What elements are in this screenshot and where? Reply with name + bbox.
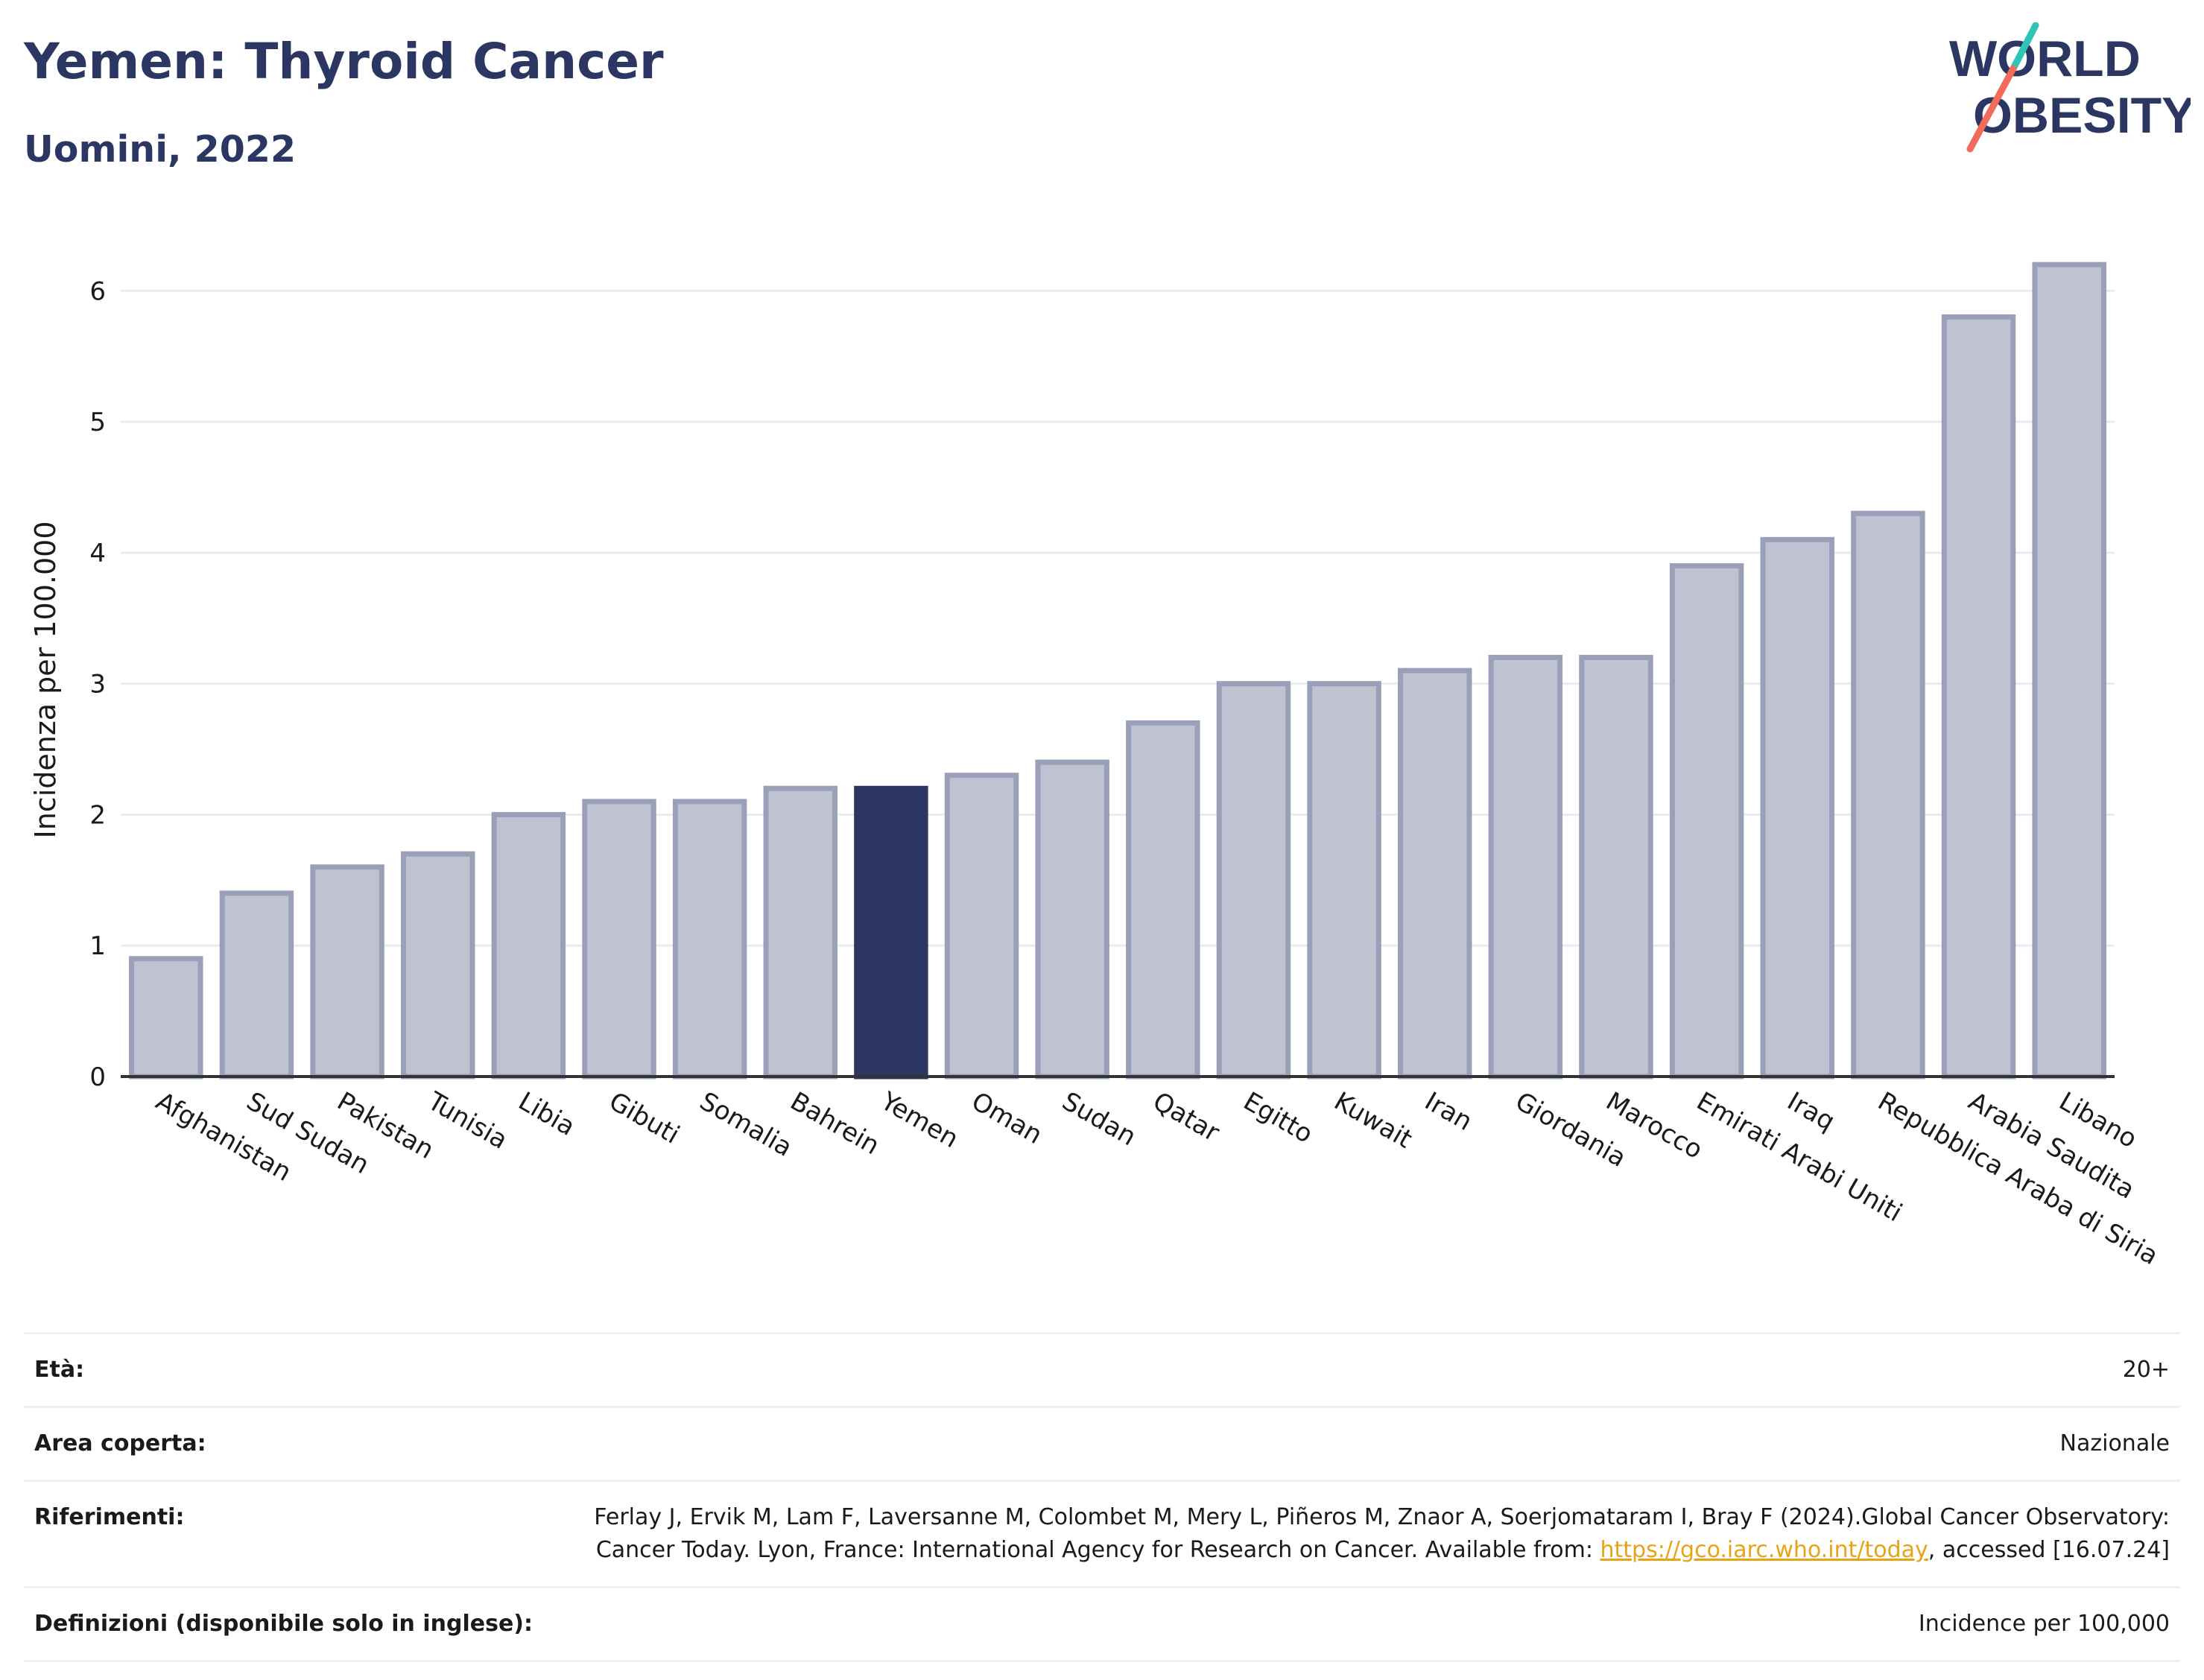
references-label: Riferimenti:	[34, 1504, 185, 1530]
logo-text-obesity: OBESITY	[1973, 87, 2191, 144]
x-tick-label: Qatar	[1147, 1086, 1224, 1148]
x-tick-label: Iraq	[1782, 1086, 1840, 1137]
y-tick-label: 1	[89, 931, 106, 961]
x-tick-label: Iran	[1419, 1086, 1477, 1137]
y-tick-label: 6	[89, 276, 106, 306]
bar	[1398, 668, 1472, 1080]
info-row-age: Età: 20+	[24, 1333, 2180, 1407]
info-row-references: Riferimenti: Ferlay J, Ervik M, Lam F, L…	[24, 1480, 2180, 1588]
x-tick-label: Yemen	[875, 1086, 964, 1155]
definitions-label: Definizioni (disponibile solo in inglese…	[34, 1611, 533, 1637]
bar	[1307, 681, 1381, 1080]
bar	[582, 799, 656, 1080]
area-label: Area coperta:	[34, 1430, 206, 1456]
x-tick-label: Sudan	[1057, 1086, 1141, 1152]
bar	[310, 864, 384, 1080]
bar	[129, 956, 203, 1080]
bar	[1669, 562, 1744, 1080]
bars	[129, 261, 2106, 1080]
info-row-definitions: Definizioni (disponibile solo in inglese…	[24, 1587, 2180, 1661]
y-tick-label: 0	[89, 1062, 106, 1092]
x-tick-label: Kuwait	[1329, 1086, 1417, 1154]
y-tick-label: 2	[89, 800, 106, 830]
bar	[1941, 314, 2016, 1080]
bar	[401, 851, 475, 1080]
bar	[1760, 536, 1834, 1080]
bar	[1851, 510, 1925, 1080]
logo-text-world: WORLD	[1949, 31, 2141, 87]
references-text: Ferlay J, Ervik M, Lam F, Laversanne M, …	[594, 1504, 2170, 1563]
chart-title: Yemen: Thyroid Cancer	[24, 33, 664, 90]
y-axis-title: Incidenza per 100.000	[29, 522, 62, 839]
x-tick-label: Egitto	[1238, 1086, 1318, 1150]
x-tick-label: Somalia	[694, 1086, 797, 1163]
logo-slash-teal	[2010, 22, 2039, 72]
bar	[1126, 720, 1200, 1080]
info-row-area: Area coperta: Nazionale	[24, 1407, 2180, 1481]
bar	[944, 773, 1019, 1080]
y-tick-label: 5	[89, 408, 106, 437]
bar	[2032, 261, 2106, 1080]
references-value: Ferlay J, Ervik M, Lam F, Laversanne M, …	[543, 1481, 2180, 1588]
x-tick-label: Libia	[513, 1086, 580, 1142]
age-value: 20+	[2122, 1357, 2170, 1383]
y-tick-label: 3	[89, 670, 106, 700]
bar	[491, 811, 566, 1080]
age-label: Età:	[34, 1357, 85, 1383]
bar	[1579, 655, 1653, 1080]
x-tick-label: Bahrein	[785, 1086, 884, 1161]
x-tick-label: Oman	[966, 1086, 1048, 1150]
bar	[1488, 655, 1563, 1080]
x-tick-label: Gibuti	[604, 1086, 685, 1150]
area-value: Nazionale	[2059, 1430, 2170, 1456]
y-tick-label: 4	[89, 539, 106, 568]
bar	[219, 890, 294, 1080]
references-accessed: , accessed [16.07.24]	[1928, 1537, 2170, 1563]
bar	[1035, 759, 1109, 1080]
info-table: Età: 20+ Area coperta: Nazionale Riferim…	[24, 1332, 2180, 1662]
bar	[763, 785, 837, 1080]
y-tick-labels: 0 1 2 3 4 5 6	[89, 276, 106, 1092]
bar-highlighted	[854, 785, 928, 1080]
references-link[interactable]: https://gco.iarc.who.int/today	[1600, 1537, 1928, 1563]
definitions-value: Incidence per 100,000	[1918, 1611, 2170, 1637]
logo-slash-coral	[1966, 65, 2017, 153]
bar	[1216, 681, 1291, 1080]
world-obesity-logo: WORLD OBESITY	[1949, 22, 2191, 153]
bar	[672, 799, 747, 1080]
chart-subtitle: Uomini, 2022	[24, 128, 297, 171]
x-tick-label: Tunisia	[422, 1086, 512, 1156]
